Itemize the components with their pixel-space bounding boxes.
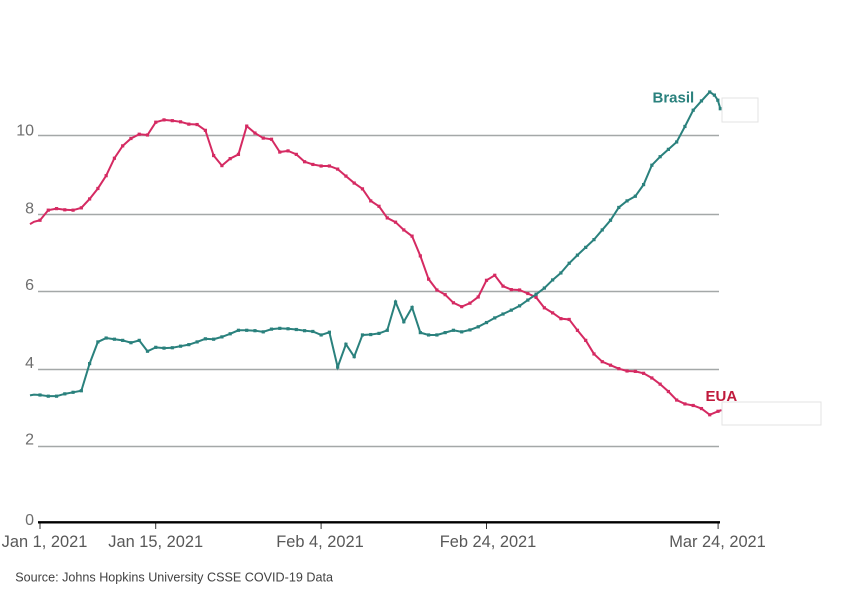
svg-text:2: 2 — [25, 432, 34, 449]
svg-text:10: 10 — [16, 123, 34, 140]
svg-text:0: 0 — [25, 512, 34, 529]
svg-text:8: 8 — [25, 201, 34, 218]
svg-text:Brasil: Brasil — [653, 89, 695, 106]
svg-text:Mar 24, 2021: Mar 24, 2021 — [669, 533, 766, 551]
svg-text:EUA: EUA — [706, 388, 738, 405]
svg-text:Jan 1, 2021: Jan 1, 2021 — [2, 533, 88, 551]
svg-text:Source: Johns Hopkins Universi: Source: Johns Hopkins University CSSE CO… — [15, 571, 333, 585]
svg-text:6: 6 — [25, 277, 34, 294]
svg-text:Feb 4, 2021: Feb 4, 2021 — [276, 533, 363, 551]
svg-text:Feb 24, 2021: Feb 24, 2021 — [440, 533, 537, 551]
svg-text:Jan 15, 2021: Jan 15, 2021 — [108, 533, 203, 551]
svg-text:4: 4 — [25, 355, 34, 372]
